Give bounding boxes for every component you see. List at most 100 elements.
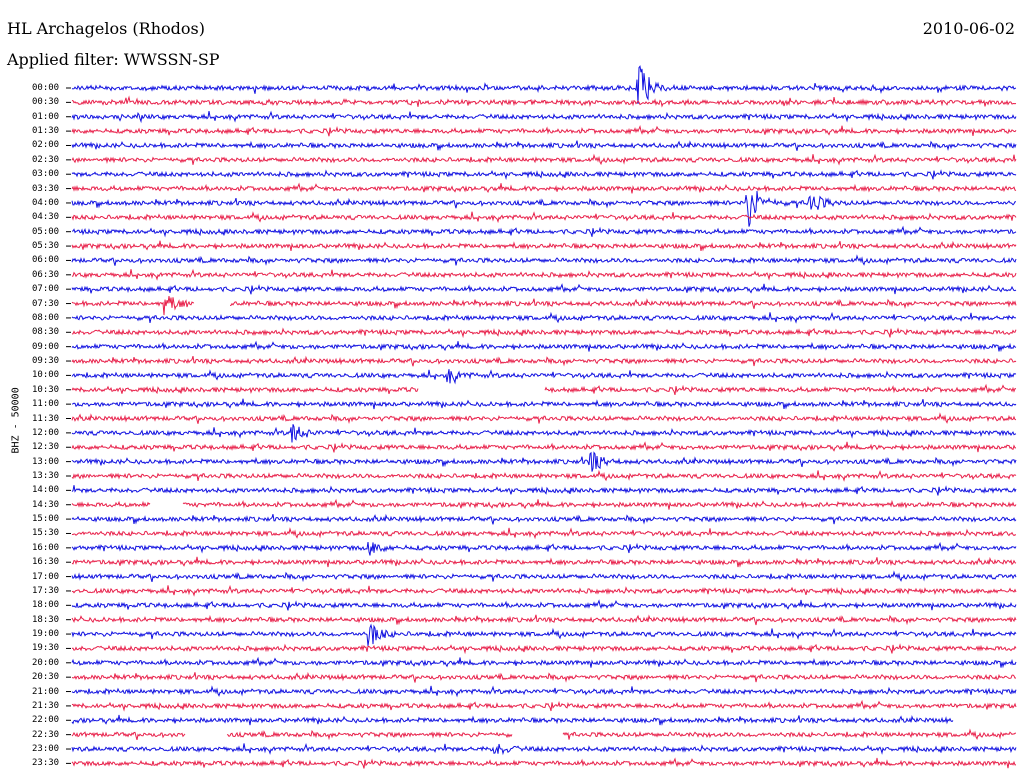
trace-row-0900: [71, 340, 1017, 353]
time-label: 15:30: [32, 528, 60, 539]
time-label: 18:30: [32, 614, 60, 625]
time-label: 16:30: [32, 557, 60, 568]
time-label: 20:30: [32, 672, 60, 683]
time-label: 22:30: [32, 729, 60, 740]
time-label: 06:30: [32, 269, 60, 280]
trace-row-1030: [71, 383, 1017, 396]
trace-row-2130: [71, 699, 1017, 712]
trace-row-0600: [71, 254, 1017, 266]
trace-row-2100: [71, 685, 1017, 698]
time-label: 11:00: [32, 399, 60, 410]
trace-row-2230: [71, 728, 1017, 741]
trace-row-1400: [71, 485, 1017, 496]
trace-row-2300: [71, 742, 1017, 756]
trace-row-1600: [71, 541, 1017, 556]
trace-row-0330: [71, 182, 1017, 194]
trace-row-1700: [71, 570, 1017, 583]
trace-row-0430: [71, 211, 1017, 224]
time-label: 00:30: [32, 97, 60, 108]
time-label: 00:00: [32, 83, 60, 93]
trace-row-0800: [71, 311, 1017, 324]
trace-row-1200: [71, 424, 1017, 443]
trace-row-2030: [71, 671, 1017, 683]
time-label: 22:00: [32, 715, 60, 726]
trace-row-0100: [71, 110, 1017, 124]
time-label: 09:00: [32, 341, 60, 352]
filter-label: Applied filter: WWSSN-SP: [7, 50, 220, 69]
time-label: 15:00: [32, 514, 60, 525]
time-label: 19:30: [32, 643, 60, 654]
time-label: 12:30: [32, 442, 60, 453]
trace-row-2000: [71, 656, 1017, 669]
time-label: 04:00: [32, 197, 60, 208]
trace-row-0830: [71, 327, 1017, 339]
time-label: 13:00: [32, 456, 60, 467]
time-label: 10:30: [32, 384, 60, 395]
time-label: 13:30: [32, 470, 60, 481]
trace-row-2330: [71, 757, 1016, 769]
trace-row-1530: [71, 527, 1017, 540]
time-label: 01:30: [32, 126, 60, 137]
trace-row-2200: [71, 714, 954, 726]
trace-row-1900: [71, 623, 1017, 646]
trace-row-0230: [71, 153, 1017, 166]
time-label: 14:00: [32, 485, 60, 496]
trace-row-1330: [71, 469, 1017, 482]
trace-row-0730: [71, 296, 1017, 316]
trace-row-0000: [71, 65, 1017, 105]
time-label: 20:00: [32, 657, 60, 668]
time-label: 07:00: [32, 284, 60, 295]
trace-row-0630: [71, 268, 1017, 281]
time-label: 23:30: [32, 758, 60, 769]
date-label: 2010-06-02: [922, 19, 1015, 38]
trace-row-1130: [71, 412, 1017, 424]
trace-row-1000: [71, 369, 1017, 385]
time-label: 04:30: [32, 212, 60, 223]
trace-row-1230: [71, 441, 1016, 453]
time-label: 10:00: [32, 370, 60, 381]
trace-row-0930: [71, 355, 1017, 367]
trace-row-0200: [71, 140, 1017, 152]
time-label: 05:30: [32, 241, 60, 252]
trace-row-0700: [71, 283, 1017, 295]
time-label: 02:00: [32, 140, 60, 151]
time-label: 14:30: [32, 499, 60, 510]
trace-row-0130: [71, 125, 1017, 137]
time-label: 08:00: [32, 312, 60, 323]
time-label: 18:00: [32, 600, 60, 611]
trace-row-1500: [71, 513, 1017, 525]
time-label: 21:00: [32, 686, 60, 697]
time-label: 08:30: [32, 327, 60, 338]
trace-row-1430: [71, 498, 1017, 510]
time-label: 03:30: [32, 183, 60, 194]
time-label: 05:00: [32, 226, 60, 237]
time-label: 02:30: [32, 154, 60, 165]
time-label: 12:00: [32, 427, 60, 438]
time-label: 17:30: [32, 585, 60, 596]
time-label: 19:00: [32, 629, 60, 640]
trace-row-1800: [71, 599, 1017, 611]
time-label: 01:00: [32, 111, 60, 122]
trace-row-1730: [71, 584, 1017, 597]
trace-row-0300: [71, 169, 1017, 181]
time-label: 09:30: [32, 356, 60, 367]
trace-row-1830: [71, 614, 1017, 626]
trace-row-1300: [71, 451, 1017, 472]
trace-row-1100: [71, 398, 1017, 410]
trace-row-0530: [71, 240, 1017, 252]
trace-row-0030: [71, 95, 1017, 108]
time-label: 11:30: [32, 413, 60, 424]
time-label: 07:30: [32, 298, 60, 309]
time-label: 06:00: [32, 255, 60, 266]
station-title: HL Archagelos (Rhodos): [7, 19, 205, 38]
trace-row-1630: [71, 556, 1017, 568]
time-label: 16:00: [32, 542, 60, 553]
time-label: 21:30: [32, 700, 60, 711]
trace-row-1930: [71, 643, 1017, 655]
trace-row-0400: [71, 190, 1016, 227]
time-label: 23:00: [32, 744, 60, 755]
time-label: 03:00: [32, 169, 60, 180]
trace-row-0500: [71, 225, 1017, 238]
time-label: 17:00: [32, 571, 60, 582]
